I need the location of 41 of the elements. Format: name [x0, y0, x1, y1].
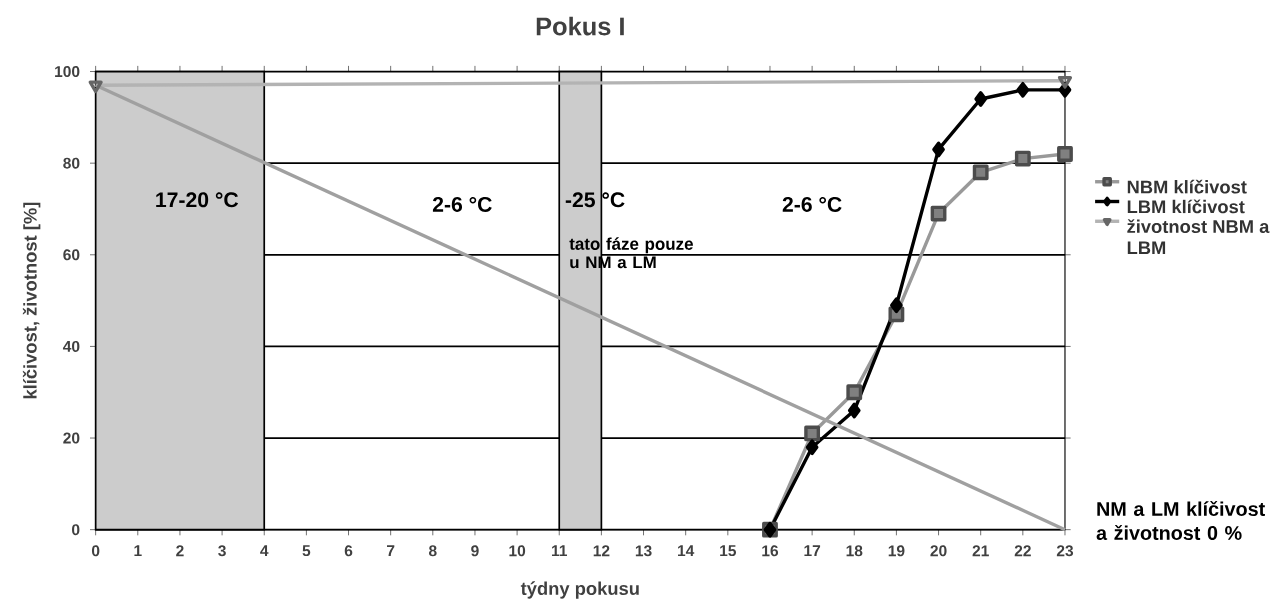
y-tick-label: 40 — [62, 341, 80, 352]
x-tick-label: 22 — [1014, 545, 1031, 557]
x-tick-label: 0 — [91, 545, 100, 557]
y-tick-label: 0 — [72, 524, 80, 536]
x-tick-label: 7 — [387, 545, 395, 557]
x-tick-label: 8 — [428, 545, 437, 557]
x-tick-label: 5 — [302, 545, 311, 557]
y-tick-label: 60 — [63, 249, 80, 261]
x-tick-label: 11 — [552, 545, 568, 557]
x-tick-label: 16 — [762, 545, 779, 557]
chart-title: Pokus I — [536, 16, 624, 36]
x-tick-label: 15 — [720, 545, 737, 557]
legend-label: LBM klíčivost — [1127, 199, 1245, 214]
x-tick-label: 12 — [593, 545, 610, 557]
band-label: 17-20 °C — [156, 192, 239, 208]
x-tick-label: 18 — [846, 545, 863, 557]
x-tick-label: 3 — [218, 545, 226, 557]
x-tick-label: 21 — [972, 545, 989, 557]
annotation: 2-6 °C — [432, 196, 492, 212]
x-tick-label: 19 — [888, 545, 905, 557]
annotation: 2-6 °C — [782, 196, 842, 212]
y-axis-title: klíčivost, životnost [%] — [22, 202, 41, 399]
x-tick-label: 10 — [509, 545, 526, 557]
band-label: -25 °C — [565, 192, 625, 208]
x-tick-label: 23 — [1056, 545, 1074, 557]
x-tick-label: 14 — [678, 545, 695, 557]
y-tick-label: 20 — [63, 432, 80, 444]
legend-label: NBM klíčivost — [1127, 179, 1247, 194]
x-tick-label: 9 — [471, 545, 479, 557]
x-tick-label: 4 — [260, 545, 269, 557]
x-tick-label: 2 — [176, 545, 184, 557]
text: NM a LM klíčivost a životnost 0 % — [1096, 501, 1265, 541]
x-axis-title: týdny pokusu — [520, 581, 639, 599]
x-tick-label: 1 — [134, 545, 142, 557]
x-tick-label: 13 — [635, 545, 652, 557]
x-tick-label: 6 — [344, 545, 353, 557]
y-tick-label: 100 — [55, 66, 80, 78]
x-tick-label: 20 — [930, 545, 947, 557]
x-tick-label: 17 — [804, 545, 821, 557]
legend-label: životnost NBM a LBM — [1127, 219, 1270, 255]
y-tick-label: 80 — [63, 157, 80, 169]
